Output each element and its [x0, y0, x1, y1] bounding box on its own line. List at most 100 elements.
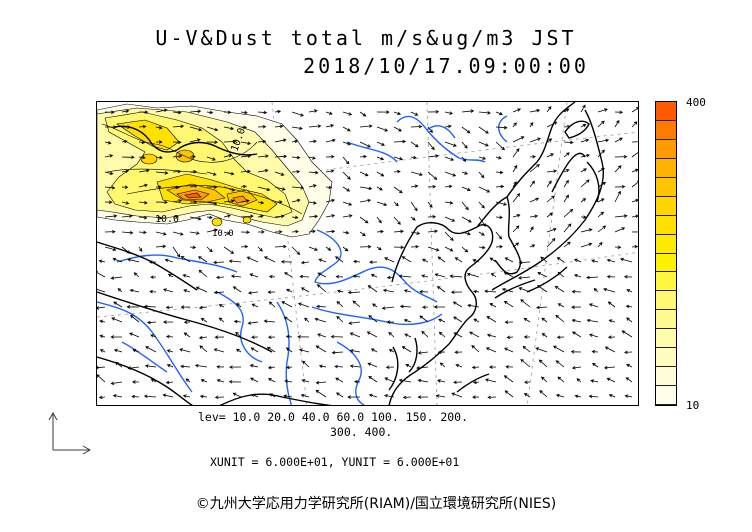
- contour-label: 10.0: [212, 229, 234, 239]
- wind-arrow: [597, 225, 607, 233]
- wind-arrow: [529, 137, 541, 143]
- wind-arrow: [485, 347, 497, 353]
- wind-arrow: [624, 394, 633, 398]
- wind-arrow: [298, 348, 310, 353]
- wind-arrow: [489, 257, 497, 263]
- wind-arrow: [504, 257, 514, 263]
- wind-arrow: [308, 201, 317, 205]
- wind-arrow: [410, 124, 423, 129]
- wind-arrow: [104, 110, 115, 115]
- wind-arrow: [490, 272, 497, 278]
- wind-arrow: [434, 273, 446, 278]
- wind-arrow: [382, 288, 395, 293]
- contour-levels-line-1: lev= 10.0 20.0 40.0 60.0 100. 150. 200.: [198, 410, 469, 424]
- wind-arrow: [505, 365, 514, 369]
- wind-arrow: [606, 377, 616, 383]
- wind-arrow: [512, 242, 520, 248]
- wind-arrow: [228, 380, 242, 384]
- wind-arrow: [606, 274, 616, 279]
- axis-arrows-icon: [48, 411, 92, 455]
- wind-arrow: [172, 154, 183, 158]
- wind-arrow: [467, 303, 480, 308]
- wind-arrow: [162, 320, 174, 324]
- wind-arrow: [626, 317, 633, 323]
- wind-arrow: [223, 186, 236, 192]
- wind-arrow: [291, 169, 301, 174]
- wind-arrow: [138, 183, 148, 188]
- wind-arrow: [631, 121, 638, 128]
- wind-arrow: [427, 184, 437, 189]
- wind-arrow: [444, 184, 453, 189]
- wind-arrow: [422, 305, 429, 309]
- wind-arrow: [512, 181, 517, 188]
- wind-arrow: [524, 380, 531, 384]
- wind-arrow: [384, 377, 395, 383]
- wind-arrow: [342, 141, 351, 146]
- wind-arrow: [437, 256, 446, 263]
- wind-arrow: [156, 140, 163, 144]
- color-scale-segment: [656, 367, 676, 387]
- wind-arrow: [367, 362, 378, 368]
- wind-arrow: [556, 335, 565, 339]
- wind-arrow: [529, 155, 537, 159]
- wind-arrow: [308, 156, 316, 160]
- color-scale-segment: [656, 158, 676, 178]
- wind-arrow: [556, 257, 565, 263]
- wind-arrow: [336, 392, 344, 398]
- wind-arrow: [198, 335, 208, 340]
- wind-arrow: [352, 300, 361, 308]
- wind-arrow: [308, 214, 319, 219]
- wind-arrow: [504, 390, 514, 398]
- wind-arrow: [342, 230, 350, 235]
- wind-arrow: [291, 155, 301, 160]
- wind-arrow: [631, 168, 638, 173]
- wind-arrow: [155, 200, 168, 205]
- wind-arrow: [342, 111, 353, 116]
- wind-arrow: [121, 155, 135, 160]
- wind-arrow: [444, 171, 457, 177]
- wind-arrow: [557, 376, 565, 383]
- wind-arrow: [398, 274, 412, 278]
- wind-arrow: [155, 216, 163, 220]
- wind-arrow: [206, 246, 213, 253]
- wind-arrow: [342, 126, 351, 132]
- wind-arrow: [334, 364, 344, 369]
- wind-arrow: [274, 138, 287, 143]
- wind-arrow: [223, 246, 235, 254]
- wind-arrow: [554, 285, 565, 293]
- wind-arrow: [250, 347, 259, 353]
- wind-arrow: [484, 289, 497, 294]
- wind-arrow: [286, 288, 293, 293]
- wind-arrow: [347, 395, 361, 399]
- wind-arrow: [325, 124, 335, 128]
- wind-arrow: [155, 171, 169, 175]
- wind-arrow: [436, 379, 446, 383]
- wind-arrow: [304, 317, 310, 323]
- wind-arrow: [478, 126, 489, 134]
- wind-arrow: [455, 364, 463, 368]
- wind-arrow: [274, 109, 282, 114]
- wind-arrow: [421, 274, 429, 278]
- wind-arrow: [597, 120, 605, 128]
- wind-arrow: [580, 228, 593, 233]
- wind-arrow: [535, 305, 548, 310]
- wind-arrow: [112, 257, 123, 263]
- map-canvas: 10.0 10.0 10.0: [97, 102, 638, 405]
- wind-arrow: [393, 169, 401, 174]
- wind-arrow: [512, 108, 522, 113]
- wind-arrow: [316, 284, 327, 293]
- wind-arrow: [301, 360, 310, 368]
- wind-arrow: [347, 290, 361, 295]
- wind-arrow: [376, 216, 382, 224]
- wind-arrow: [138, 200, 148, 205]
- wind-arrow: [614, 214, 628, 218]
- wind-arrow: [150, 378, 157, 383]
- wind-arrow: [121, 109, 130, 114]
- wind-arrow: [172, 199, 183, 203]
- wind-arrow: [523, 335, 531, 339]
- wind-arrow: [138, 110, 149, 114]
- wind-arrow: [183, 320, 191, 324]
- wind-arrow: [571, 289, 582, 294]
- color-scale-segment: [656, 234, 676, 254]
- wind-arrow: [359, 244, 372, 249]
